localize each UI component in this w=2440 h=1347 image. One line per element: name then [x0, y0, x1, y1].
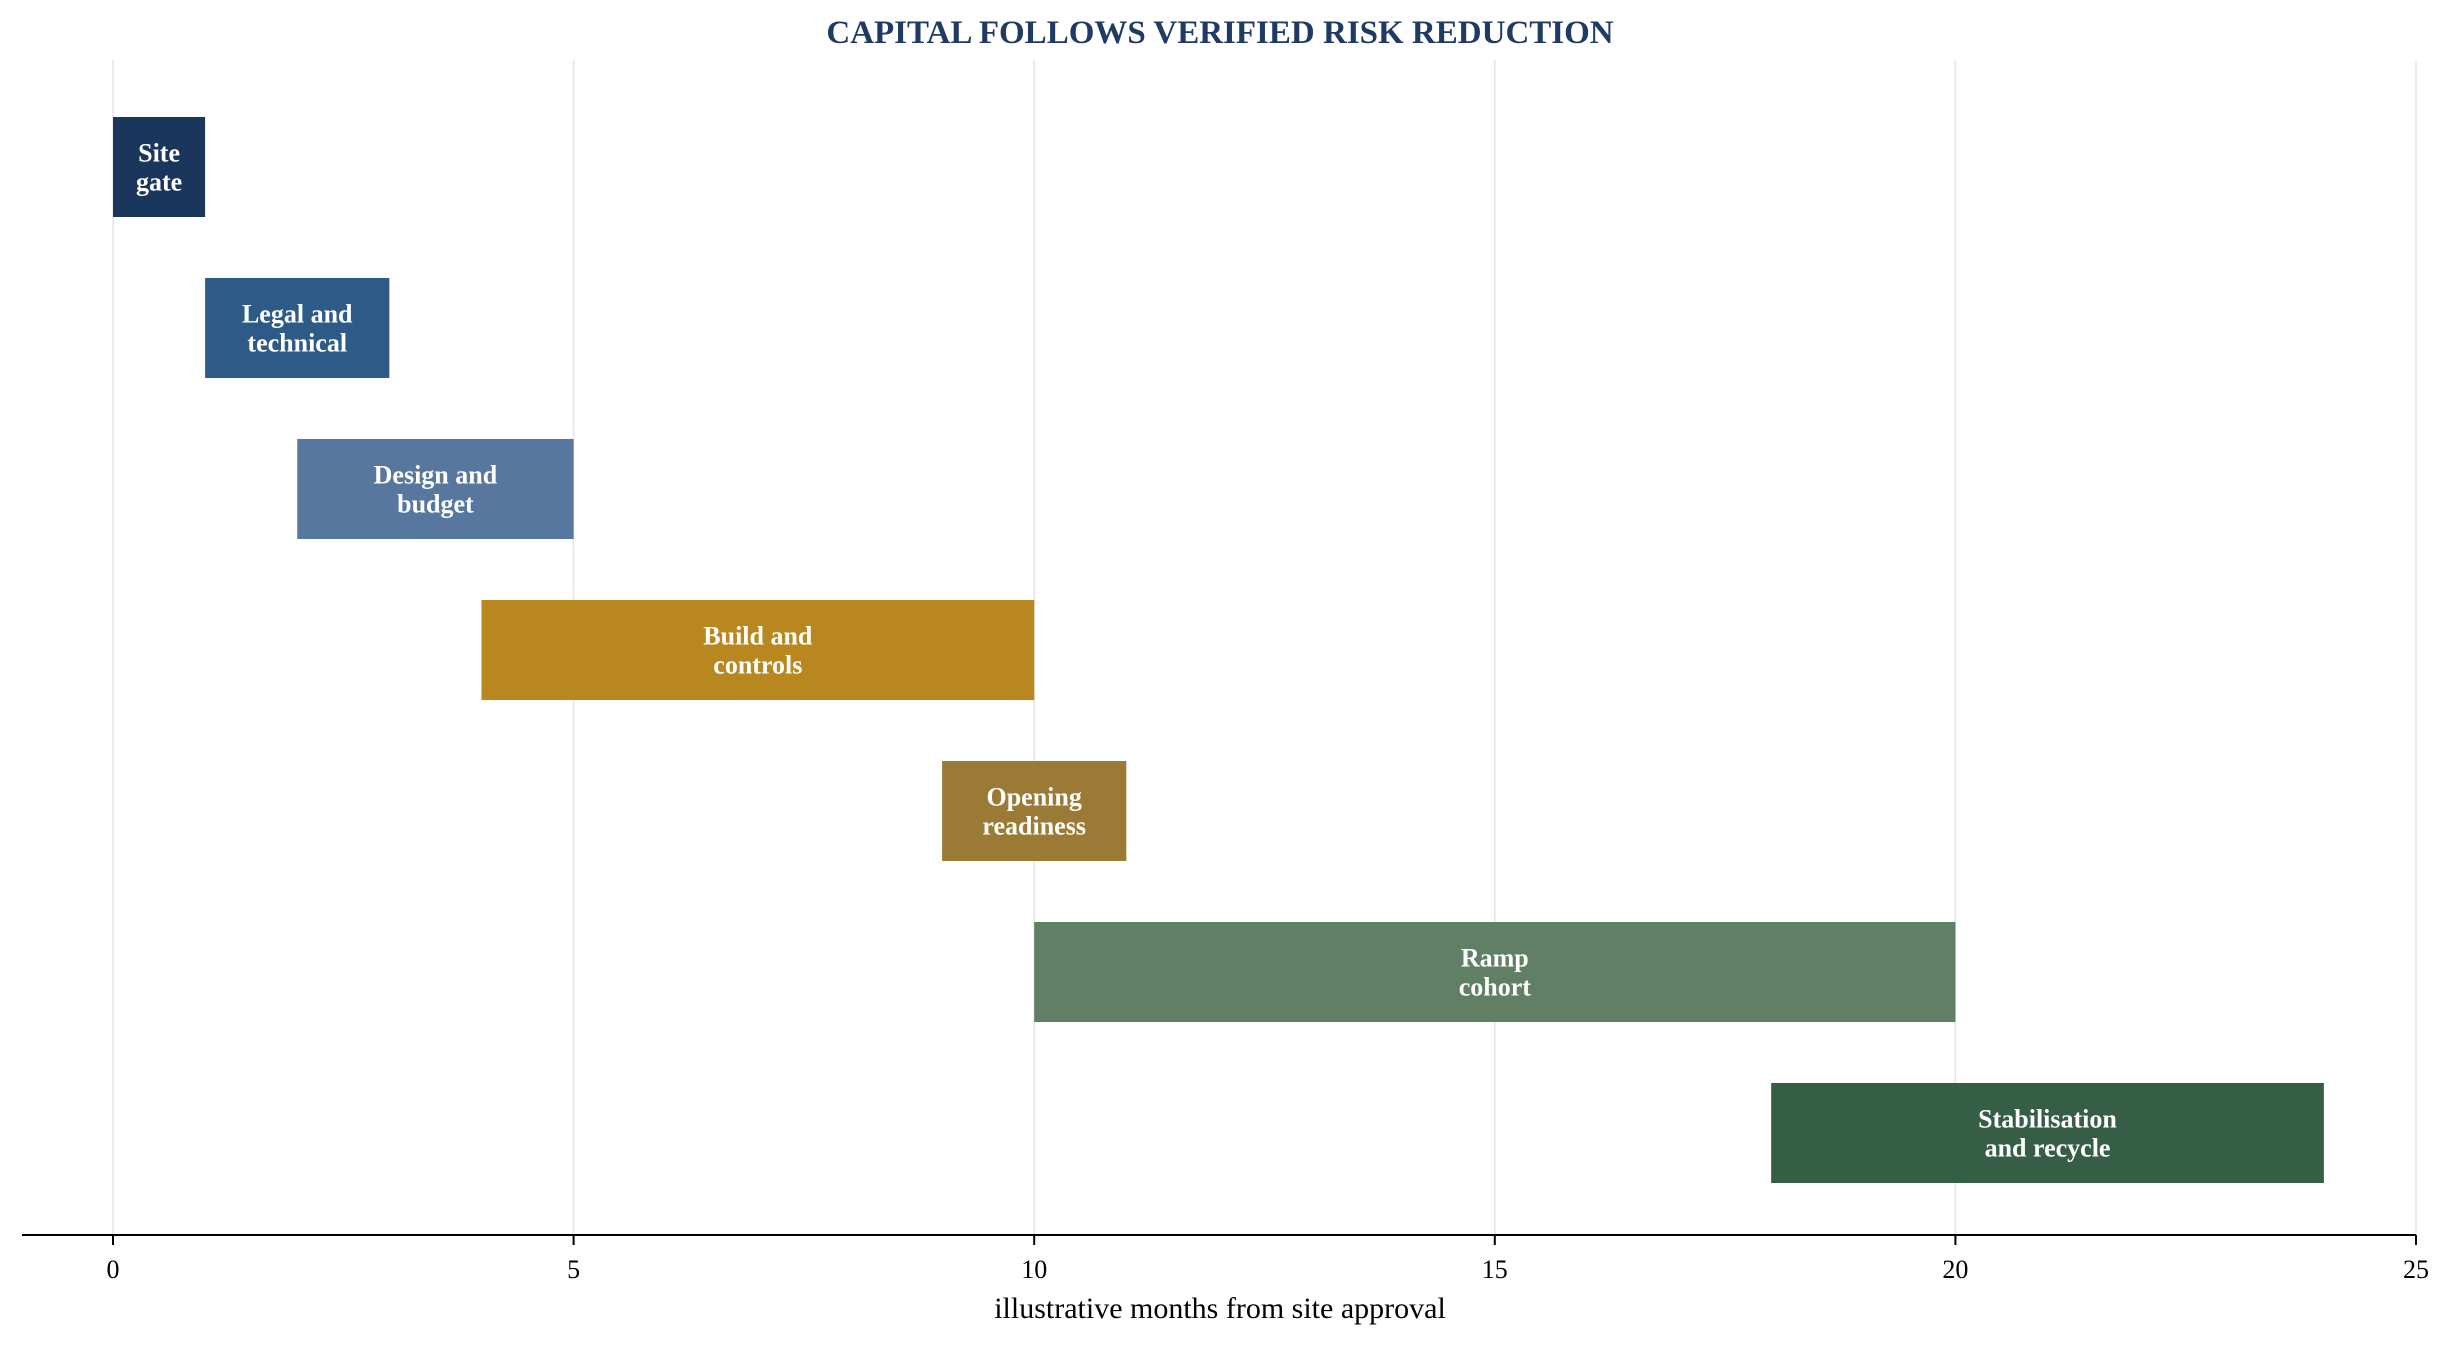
task-bar-label: gate	[136, 168, 182, 197]
x-tick-label: 5	[567, 1255, 580, 1284]
x-tick-label: 10	[1021, 1255, 1047, 1284]
task-bar-label: Ramp	[1461, 944, 1529, 973]
task-bar-label: Design and	[374, 461, 498, 490]
task-bar-label: and recycle	[1985, 1134, 2111, 1163]
x-tick-label: 25	[2403, 1255, 2429, 1284]
task-bar	[1771, 1083, 2324, 1183]
task-bar-label: cohort	[1459, 973, 1532, 1002]
task-bar	[205, 278, 390, 378]
x-axis-ticks: 0 5 10 15 20 25	[107, 1235, 2429, 1284]
task-bar-label: readiness	[982, 812, 1086, 841]
task-bar	[113, 117, 206, 217]
x-axis-label: illustrative months from site approval	[994, 1292, 1446, 1325]
task-bar-label: Opening	[987, 783, 1082, 812]
x-tick-label: 20	[1942, 1255, 1968, 1284]
task-bar	[297, 439, 574, 539]
task-bar-label: Stabilisation	[1978, 1105, 2117, 1134]
task-bar	[481, 600, 1035, 700]
task-bar-label: controls	[713, 651, 802, 680]
task-bar-label: Site	[138, 139, 180, 168]
task-bar-label: Build and	[703, 622, 813, 651]
task-bar-label: budget	[397, 490, 474, 519]
task-bar	[942, 761, 1127, 861]
task-bar-label: technical	[247, 329, 347, 358]
x-tick-label: 0	[107, 1255, 120, 1284]
task-bar-label: Legal and	[242, 300, 353, 329]
grid-lines	[112, 60, 2417, 1235]
chart-title: CAPITAL FOLLOWS VERIFIED RISK REDUCTION	[826, 15, 1613, 51]
x-tick-label: 15	[1482, 1255, 1508, 1284]
task-bar	[1034, 922, 1956, 1022]
